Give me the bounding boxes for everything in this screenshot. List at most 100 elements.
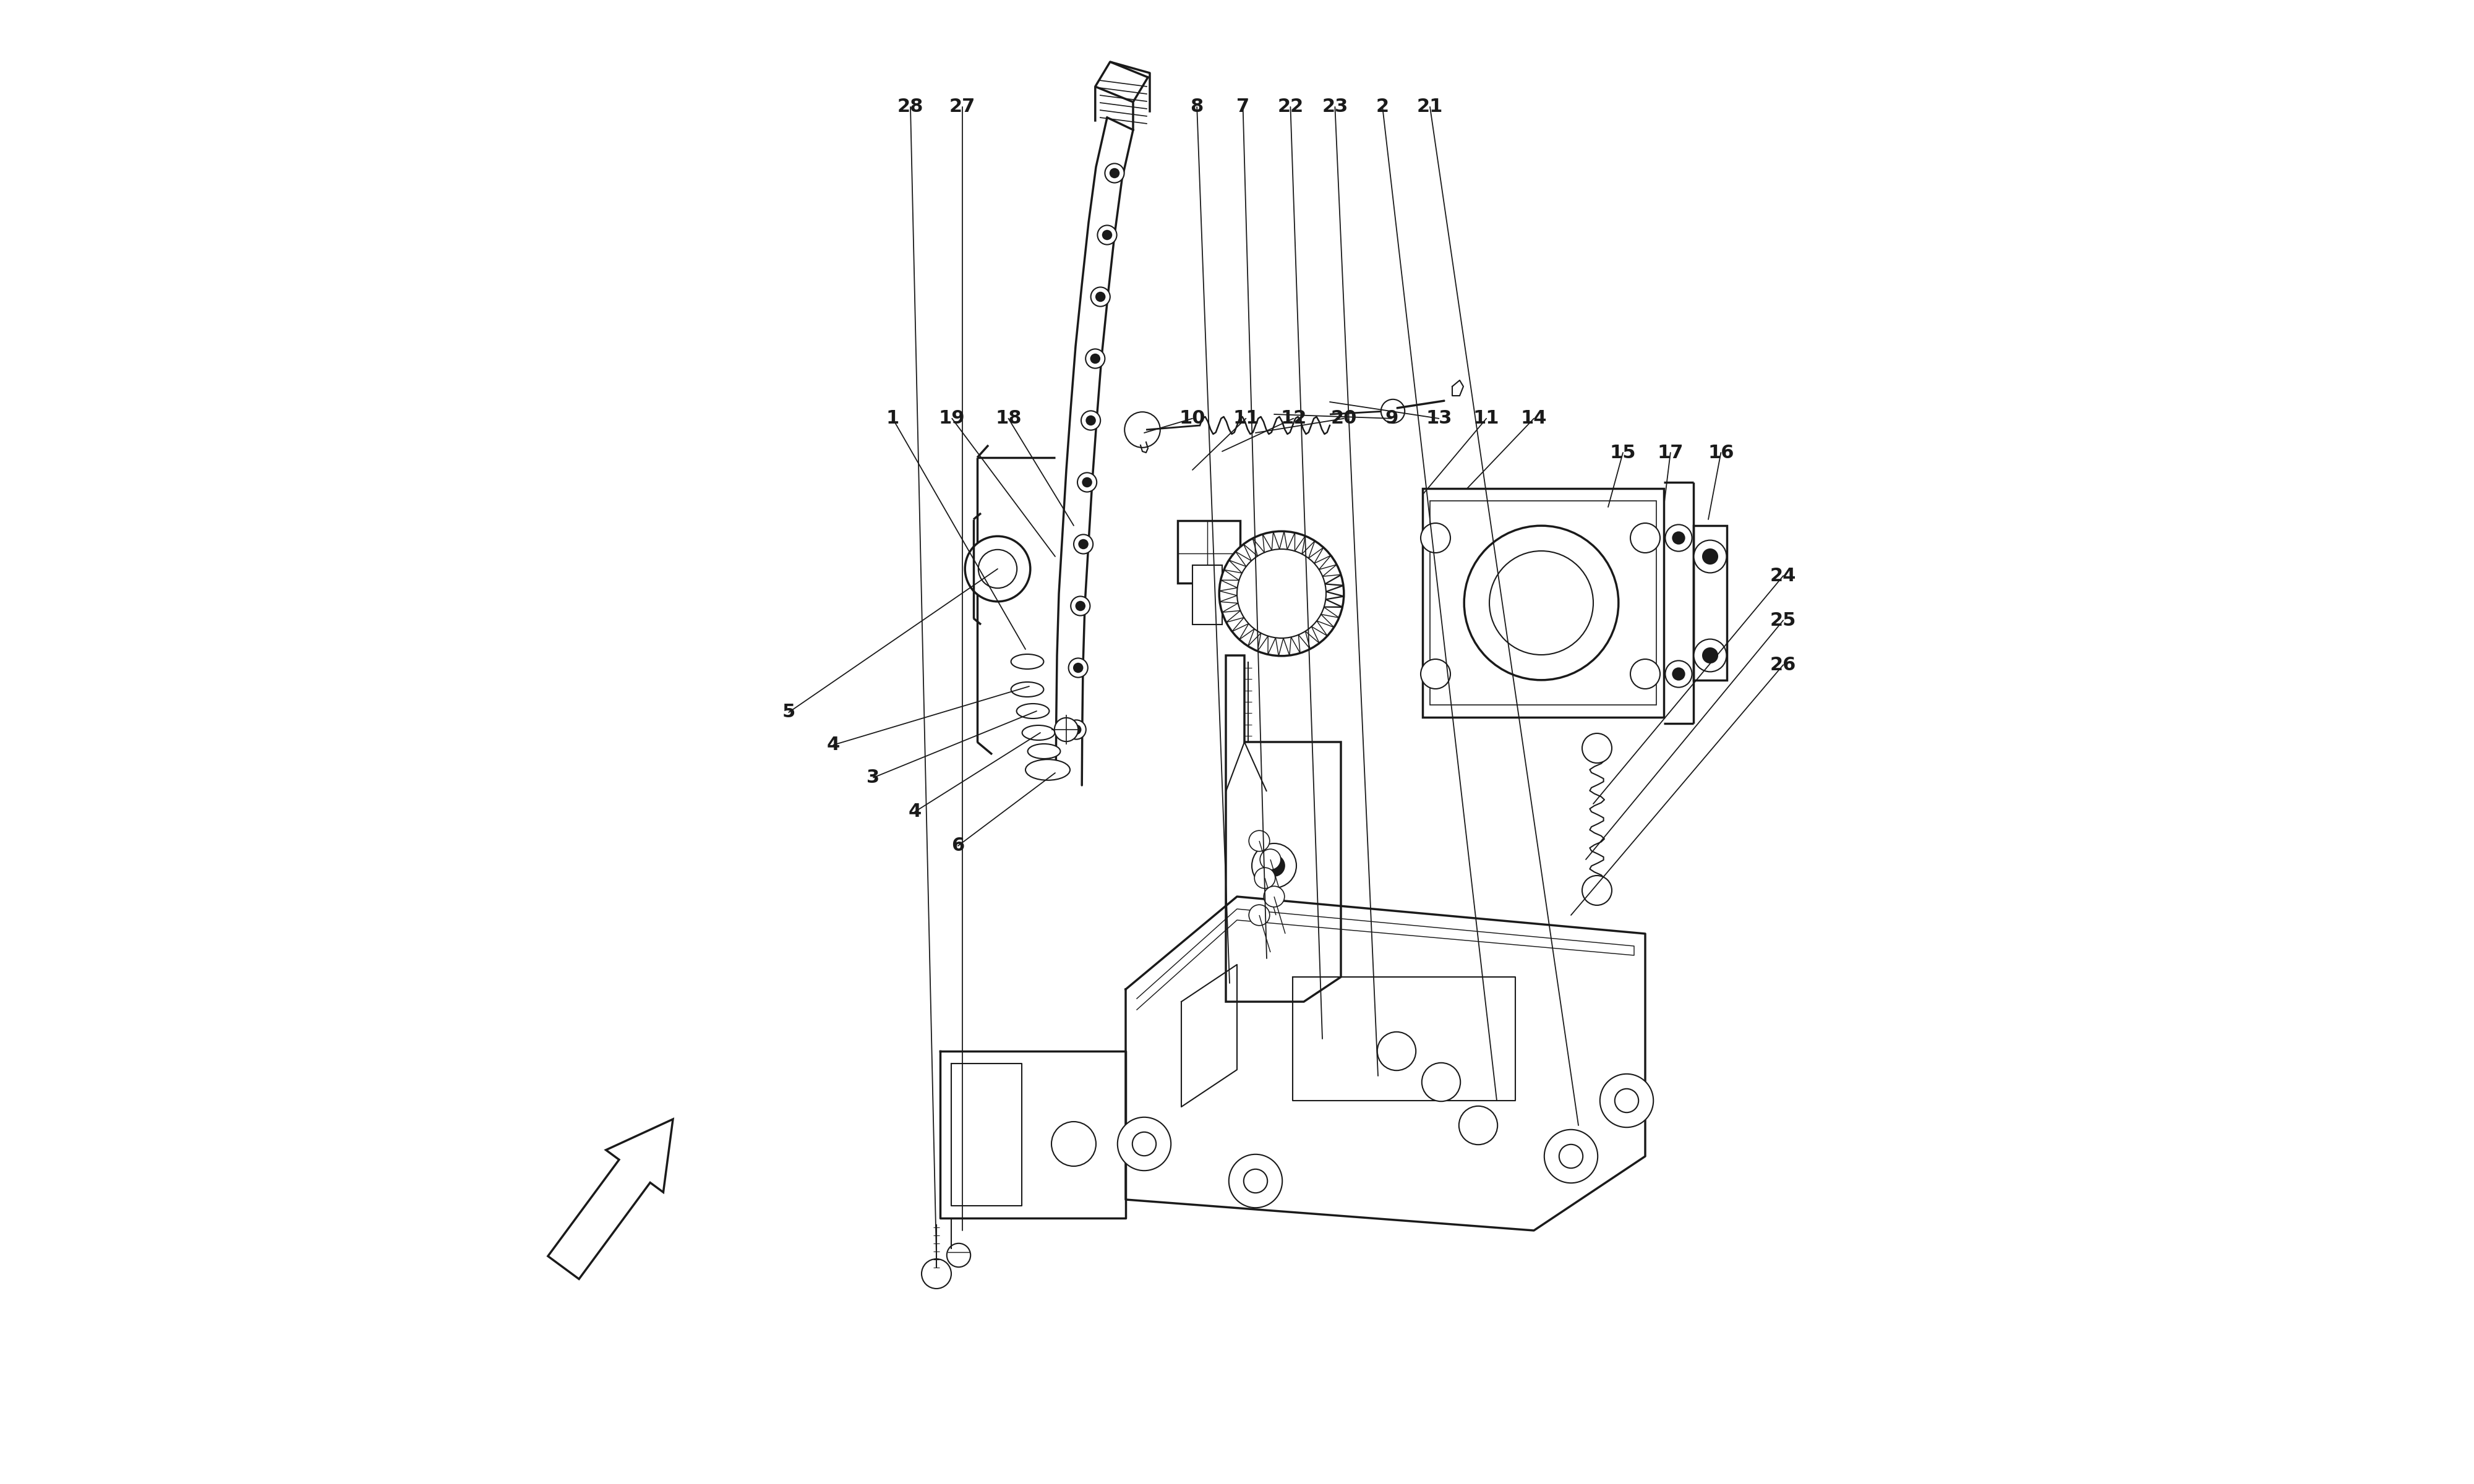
Circle shape — [1249, 905, 1269, 926]
Text: 9: 9 — [1385, 410, 1398, 427]
Circle shape — [1695, 640, 1727, 672]
Circle shape — [1079, 540, 1089, 549]
Ellipse shape — [1027, 743, 1061, 758]
Circle shape — [1071, 597, 1091, 616]
Circle shape — [1254, 868, 1274, 889]
Ellipse shape — [1012, 654, 1044, 669]
Text: 12: 12 — [1282, 410, 1306, 427]
Ellipse shape — [1022, 726, 1054, 741]
Text: 26: 26 — [1771, 656, 1796, 674]
FancyBboxPatch shape — [1178, 521, 1239, 583]
Circle shape — [1616, 1089, 1638, 1113]
Circle shape — [1423, 1063, 1460, 1101]
Circle shape — [1420, 659, 1450, 689]
Circle shape — [1695, 540, 1727, 573]
Text: 1: 1 — [886, 410, 898, 427]
Text: 5: 5 — [782, 703, 794, 721]
Text: 3: 3 — [866, 769, 881, 787]
Circle shape — [1252, 843, 1296, 887]
Circle shape — [1220, 531, 1343, 656]
Text: 19: 19 — [938, 410, 965, 427]
Circle shape — [1111, 169, 1118, 178]
Circle shape — [1133, 1132, 1155, 1156]
Circle shape — [920, 1258, 950, 1288]
Circle shape — [1086, 416, 1096, 424]
Text: 10: 10 — [1180, 410, 1205, 427]
Circle shape — [1249, 831, 1269, 852]
Text: 22: 22 — [1277, 98, 1304, 116]
Circle shape — [1672, 533, 1685, 543]
Circle shape — [1091, 286, 1111, 306]
Circle shape — [1630, 659, 1660, 689]
Circle shape — [1672, 668, 1685, 680]
Circle shape — [1583, 733, 1613, 763]
Circle shape — [1091, 355, 1101, 364]
Text: 15: 15 — [1611, 444, 1635, 462]
Text: 4: 4 — [908, 803, 920, 821]
Circle shape — [1380, 399, 1405, 423]
Circle shape — [1237, 549, 1326, 638]
Text: 11: 11 — [1232, 410, 1259, 427]
Circle shape — [1076, 601, 1086, 610]
Text: 2: 2 — [1376, 98, 1388, 116]
Text: 20: 20 — [1331, 410, 1356, 427]
Polygon shape — [547, 1119, 673, 1279]
Circle shape — [1559, 1144, 1583, 1168]
Circle shape — [1098, 226, 1116, 245]
Circle shape — [1264, 855, 1284, 876]
Circle shape — [1665, 525, 1692, 551]
Circle shape — [1460, 1106, 1497, 1144]
Text: 8: 8 — [1190, 98, 1202, 116]
Circle shape — [1074, 663, 1084, 672]
Text: 11: 11 — [1472, 410, 1499, 427]
Circle shape — [1084, 478, 1091, 487]
Text: 23: 23 — [1321, 98, 1348, 116]
Circle shape — [1096, 292, 1106, 301]
Circle shape — [1702, 549, 1717, 564]
Text: 6: 6 — [952, 837, 965, 855]
Text: 14: 14 — [1522, 410, 1546, 427]
Ellipse shape — [1012, 683, 1044, 697]
Circle shape — [1054, 718, 1079, 742]
Circle shape — [1630, 522, 1660, 552]
Ellipse shape — [1027, 760, 1069, 781]
FancyBboxPatch shape — [1192, 565, 1222, 625]
Circle shape — [1081, 411, 1101, 430]
Circle shape — [1051, 1122, 1096, 1166]
Text: 7: 7 — [1237, 98, 1249, 116]
Text: 16: 16 — [1707, 444, 1734, 462]
Text: 17: 17 — [1658, 444, 1682, 462]
Text: 18: 18 — [995, 410, 1022, 427]
Circle shape — [1601, 1074, 1653, 1128]
Text: 28: 28 — [898, 98, 923, 116]
Text: 13: 13 — [1425, 410, 1452, 427]
Circle shape — [1465, 525, 1618, 680]
Circle shape — [965, 536, 1029, 601]
Circle shape — [1126, 413, 1160, 448]
Circle shape — [1086, 349, 1106, 368]
Text: 25: 25 — [1771, 611, 1796, 629]
Circle shape — [1378, 1031, 1415, 1070]
Circle shape — [1103, 230, 1111, 239]
Circle shape — [1074, 534, 1094, 554]
Circle shape — [1071, 726, 1081, 735]
Circle shape — [1665, 660, 1692, 687]
Text: 27: 27 — [950, 98, 975, 116]
Circle shape — [1702, 649, 1717, 663]
Circle shape — [1066, 720, 1086, 739]
Circle shape — [1244, 1169, 1267, 1193]
Circle shape — [977, 549, 1017, 588]
Circle shape — [1544, 1129, 1598, 1183]
Circle shape — [1259, 849, 1282, 870]
Circle shape — [1230, 1155, 1282, 1208]
Circle shape — [1264, 886, 1284, 907]
Circle shape — [1489, 551, 1593, 654]
Circle shape — [1106, 163, 1123, 183]
Text: 24: 24 — [1771, 567, 1796, 585]
Circle shape — [1118, 1117, 1170, 1171]
Circle shape — [1420, 522, 1450, 552]
Ellipse shape — [1017, 703, 1049, 718]
Circle shape — [948, 1244, 970, 1267]
Circle shape — [1069, 659, 1089, 677]
Circle shape — [1079, 472, 1096, 491]
